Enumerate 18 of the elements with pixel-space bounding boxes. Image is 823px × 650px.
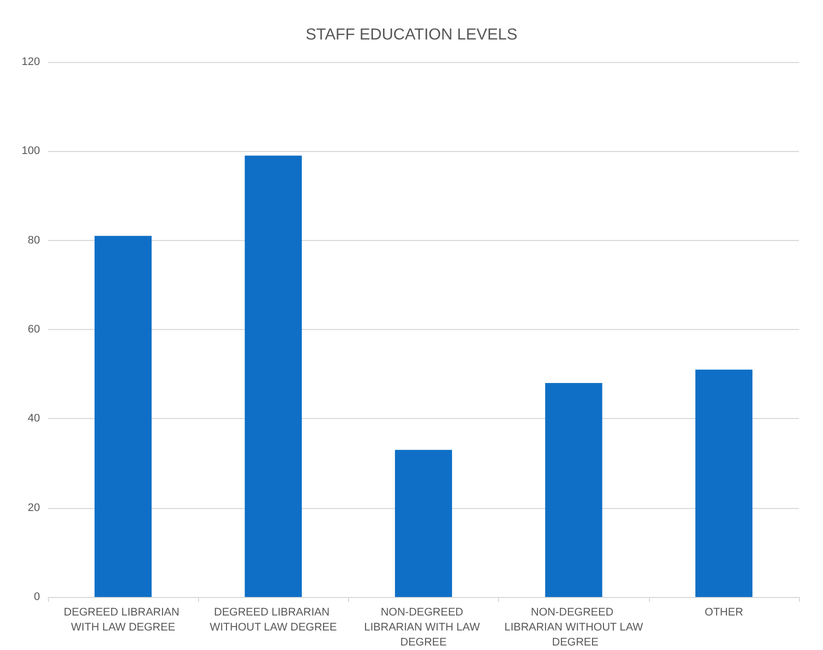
y-tick-label: 20	[28, 502, 40, 514]
bar	[94, 236, 152, 597]
y-tick-label: 120	[22, 56, 40, 68]
y-tick-label: 40	[28, 412, 40, 425]
chart-title: STAFF EDUCATION LEVELS	[306, 26, 518, 44]
y-tick-label: 0	[34, 591, 40, 603]
x-tick-label: DEGREED LIBRARIAN WITHOUT LAW DEGREE	[210, 606, 337, 634]
y-tick-label: 60	[28, 324, 40, 336]
bar	[244, 156, 302, 597]
x-tick-label: DEGREED LIBRARIAN WITH LAW DEGREE	[64, 606, 182, 634]
x-tick-label: NON-DEGREED LIBRARIAN WITHOUT LAW DEGREE	[504, 606, 644, 648]
bar	[695, 370, 752, 597]
y-tick-label: 80	[28, 234, 40, 246]
x-tick-label: NON-DEGREED LIBRARIAN WITH LAW DEGREE	[364, 606, 483, 648]
y-tick-label: 100	[22, 145, 40, 158]
x-tick-label: OTHER	[704, 606, 744, 618]
bar	[394, 450, 452, 597]
bar	[545, 383, 602, 597]
